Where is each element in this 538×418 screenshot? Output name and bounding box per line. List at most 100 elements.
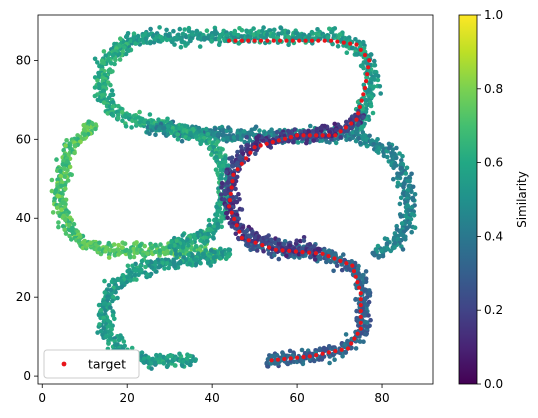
- cloud-point: [363, 296, 368, 302]
- y-tick-label: 60: [16, 132, 31, 146]
- cloud-point: [194, 244, 199, 249]
- colorbar-tick-label: 1.0: [484, 8, 503, 22]
- cloud-point: [164, 364, 170, 370]
- cloud-point: [368, 317, 373, 323]
- cloud-point: [128, 272, 133, 277]
- cloud-point: [391, 236, 397, 242]
- cloud-point: [172, 259, 177, 265]
- cloud-point: [226, 125, 231, 130]
- cloud-point: [49, 177, 55, 183]
- cloud-point: [298, 238, 303, 244]
- cloud-point: [185, 237, 190, 242]
- cloud-point: [192, 236, 198, 241]
- cloud-point: [259, 28, 265, 34]
- cloud-point: [199, 138, 205, 144]
- cloud-point: [338, 135, 344, 140]
- cloud-point: [301, 235, 307, 240]
- cloud-point: [226, 247, 231, 252]
- target-point: [284, 38, 289, 43]
- cloud-point: [122, 343, 127, 349]
- cloud-point: [216, 209, 221, 214]
- cloud-point: [219, 224, 224, 230]
- cloud-point: [347, 117, 353, 122]
- cloud-point: [198, 260, 203, 266]
- cloud-point: [140, 252, 146, 257]
- cloud-point: [247, 233, 252, 239]
- cloud-point: [276, 241, 282, 246]
- target-point: [352, 336, 357, 341]
- cloud-point: [353, 297, 358, 302]
- target-point: [267, 245, 272, 250]
- cloud-point: [401, 180, 407, 186]
- cloud-point: [384, 241, 390, 246]
- cloud-point: [221, 197, 227, 202]
- cloud-point: [141, 356, 147, 362]
- cloud-point: [67, 222, 72, 228]
- cloud-point: [340, 354, 345, 359]
- cloud-point: [172, 363, 178, 368]
- cloud-point: [366, 313, 371, 318]
- cloud-point: [344, 137, 349, 143]
- cloud-point: [218, 246, 223, 252]
- cloud-point: [149, 361, 154, 366]
- target-point: [357, 104, 362, 110]
- cloud-point: [370, 110, 376, 116]
- cloud-point: [177, 351, 182, 357]
- cloud-point: [254, 135, 259, 141]
- cloud-point: [218, 192, 224, 197]
- cloud-point: [225, 180, 231, 186]
- colorbar-tick-label: 0.6: [484, 156, 503, 170]
- cloud-point: [377, 84, 383, 89]
- cloud-point: [412, 225, 418, 230]
- cloud-point: [110, 113, 116, 118]
- cloud-point: [213, 36, 219, 42]
- cloud-point: [231, 34, 237, 40]
- target-point: [233, 38, 238, 43]
- cloud-point: [401, 184, 406, 190]
- cloud-point: [206, 217, 212, 223]
- cloud-point: [353, 52, 359, 57]
- cloud-point: [58, 169, 63, 174]
- cloud-point: [152, 360, 158, 366]
- cloud-point: [98, 308, 104, 313]
- cloud-point: [353, 346, 359, 351]
- target-point: [335, 39, 340, 44]
- cloud-point: [376, 255, 381, 260]
- cloud-point: [168, 243, 174, 249]
- target-point: [346, 346, 351, 351]
- cloud-point: [182, 27, 187, 32]
- cloud-point: [239, 34, 244, 39]
- legend: target: [43, 349, 140, 379]
- cloud-point: [397, 201, 403, 207]
- cloud-point: [233, 186, 238, 192]
- cloud-point: [157, 127, 162, 132]
- cloud-point: [299, 347, 305, 353]
- cloud-point: [409, 229, 415, 235]
- cloud-point: [325, 35, 331, 40]
- cloud-point: [343, 332, 349, 337]
- cloud-point: [276, 237, 282, 243]
- cloud-point: [339, 267, 345, 273]
- cloud-point: [56, 224, 61, 230]
- cloud-point: [184, 356, 190, 361]
- cloud-point: [188, 131, 193, 136]
- cloud-point: [165, 116, 170, 122]
- cloud-point: [257, 128, 262, 133]
- cloud-point: [398, 165, 404, 171]
- cloud-point: [218, 219, 224, 224]
- cloud-point: [194, 257, 199, 263]
- cloud-point: [361, 65, 366, 71]
- target-point: [230, 179, 235, 184]
- cloud-point: [392, 245, 397, 250]
- cloud-point: [198, 255, 203, 261]
- cloud-point: [169, 353, 174, 359]
- target-point: [244, 156, 249, 161]
- cloud-point: [207, 146, 213, 151]
- colorbar-label: Similarity: [515, 171, 529, 228]
- target-point: [326, 254, 331, 259]
- x-tick-label: 20: [120, 391, 135, 405]
- y-tick-label: 0: [23, 369, 31, 383]
- target-point: [358, 297, 363, 302]
- cloud-point: [245, 241, 250, 246]
- target-point: [295, 133, 300, 138]
